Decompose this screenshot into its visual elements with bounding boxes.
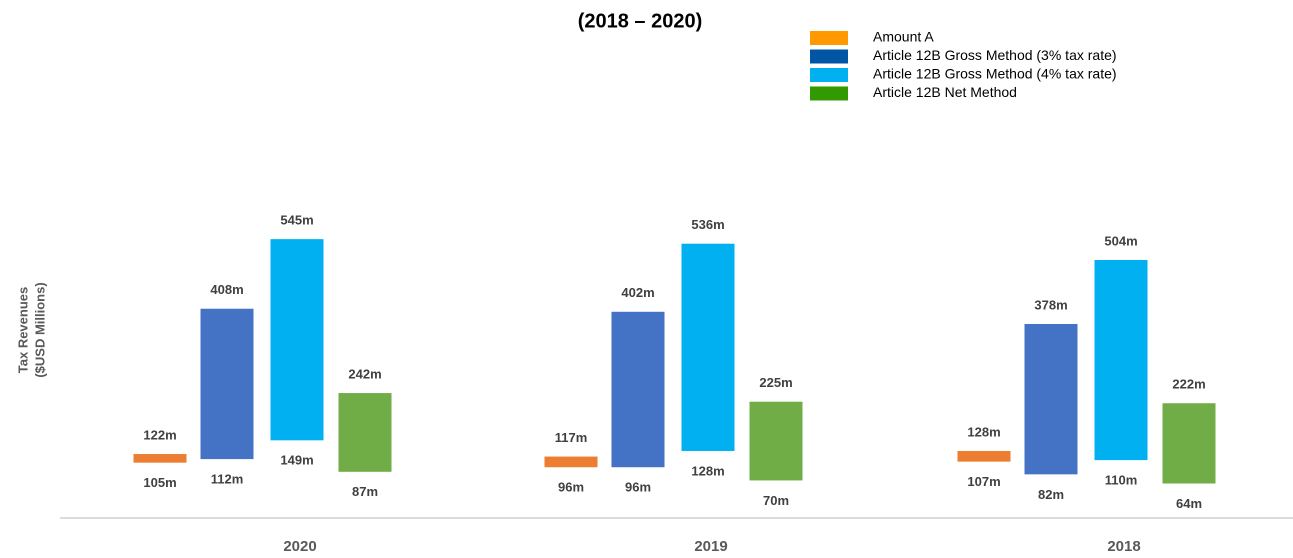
legend-label: Amount A — [873, 29, 934, 45]
high-label: 117m — [555, 430, 588, 445]
bar — [133, 454, 187, 463]
y-axis-title-line: Tax Revenues — [15, 287, 30, 373]
low-label: 112m — [211, 472, 244, 487]
chart-title: (2018 – 2020) — [578, 10, 703, 32]
high-label: 536m — [691, 217, 724, 232]
x-tick-label: 2020 — [283, 538, 316, 555]
legend-label: Article 12B Gross Method (4% tax rate) — [873, 66, 1117, 82]
high-label: 225m — [759, 375, 792, 390]
x-tick-label: 2018 — [1107, 538, 1140, 555]
legend-swatch — [810, 68, 848, 82]
high-label: 242m — [348, 367, 381, 382]
y-axis-title: Tax Revenues ($USD Millions) — [15, 282, 47, 377]
bar — [1094, 259, 1148, 461]
low-label: 128m — [691, 463, 724, 478]
x-tick-label: 2019 — [694, 538, 727, 555]
bar — [200, 308, 254, 460]
bar — [544, 456, 598, 468]
low-label: 110m — [1105, 473, 1138, 488]
low-label: 70m — [763, 493, 789, 508]
legend-swatch — [810, 31, 848, 45]
bar — [749, 401, 803, 481]
y-axis-title-line: ($USD Millions) — [32, 282, 47, 377]
high-label: 378m — [1034, 297, 1067, 312]
bar — [1024, 323, 1078, 475]
legend-label: Article 12B Net Method — [873, 84, 1017, 100]
high-label: 128m — [967, 424, 1000, 439]
high-label: 504m — [1104, 233, 1137, 248]
bar — [338, 393, 392, 472]
legend-label: Article 12B Gross Method (3% tax rate) — [873, 47, 1117, 63]
low-label: 149m — [280, 453, 313, 468]
high-label: 402m — [621, 285, 654, 300]
high-label: 122m — [143, 427, 176, 442]
low-label: 105m — [143, 475, 176, 490]
legend-swatch — [810, 86, 848, 101]
bar — [957, 450, 1011, 462]
legend-swatch — [810, 49, 848, 64]
bar — [270, 239, 324, 441]
low-label: 96m — [625, 480, 651, 495]
bar — [681, 243, 735, 451]
low-label: 107m — [967, 474, 1000, 489]
low-label: 82m — [1038, 487, 1064, 502]
bar — [611, 311, 665, 468]
high-label: 408m — [210, 282, 243, 297]
low-label: 64m — [1176, 496, 1202, 511]
bar — [1162, 403, 1216, 484]
low-label: 96m — [558, 480, 584, 495]
low-label: 87m — [352, 484, 378, 499]
high-label: 545m — [280, 213, 313, 228]
high-label: 222m — [1172, 377, 1205, 392]
